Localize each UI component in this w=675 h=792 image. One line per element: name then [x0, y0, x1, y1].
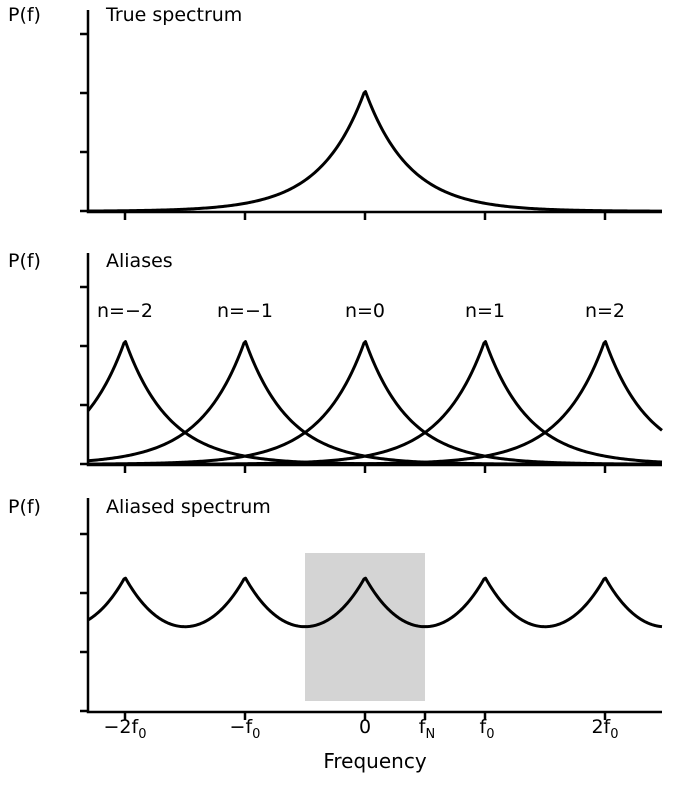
tick-sub: 0 — [138, 726, 147, 742]
panel1-ylabel: P(f) — [8, 4, 41, 26]
alias-label-n-minus-2: n=−2 — [97, 300, 153, 322]
nyquist-band — [305, 553, 425, 701]
alias-label-n-2: n=2 — [584, 300, 626, 322]
tick-sub: 0 — [610, 726, 619, 742]
alias-label-n-0: n=0 — [344, 300, 386, 322]
tick-text: 2f — [591, 716, 611, 738]
curve-alias-n-2 — [86, 340, 663, 466]
panel1-axes — [86, 10, 662, 214]
tick-text: −f — [229, 716, 253, 738]
tick-text: f — [418, 716, 426, 738]
tick-text: f — [479, 716, 487, 738]
x-tick-label-2f0: 2f0 — [591, 716, 619, 743]
tick-sub: N — [425, 726, 436, 742]
curve-alias-n-1 — [87, 340, 663, 466]
tick-sub: 0 — [252, 726, 261, 742]
x-tick-label-zero: 0 — [358, 716, 372, 743]
panel2-axes — [86, 253, 662, 467]
tick-text: −2f — [103, 716, 139, 738]
panel2-ylabel: P(f) — [8, 250, 41, 272]
tick-sub: 0 — [486, 726, 495, 742]
tick-text: 0 — [358, 716, 372, 738]
curve-alias-n-2 — [88, 340, 663, 466]
x-tick-label-f0: f0 — [479, 716, 495, 743]
panel3-title: Aliased spectrum — [106, 496, 271, 518]
x-axis-label: Frequency — [323, 749, 427, 773]
curve-true-spectrum — [87, 90, 663, 213]
panel3-ylabel: P(f) — [8, 496, 41, 518]
x-tick-label-minus-f0: −f0 — [229, 716, 261, 743]
curve-alias-n-1 — [87, 340, 663, 466]
panel2-title: Aliases — [106, 250, 173, 272]
x-tick-label-minus-2f0: −2f0 — [103, 716, 147, 743]
alias-label-n-1: n=1 — [464, 300, 506, 322]
aliased-spectrum-curve — [87, 576, 663, 629]
alias-label-n-minus-1: n=−1 — [217, 300, 273, 322]
panel1-title: True spectrum — [106, 4, 243, 26]
x-tick-label-fN: fN — [418, 716, 436, 743]
curve-alias-n-0 — [87, 340, 663, 466]
